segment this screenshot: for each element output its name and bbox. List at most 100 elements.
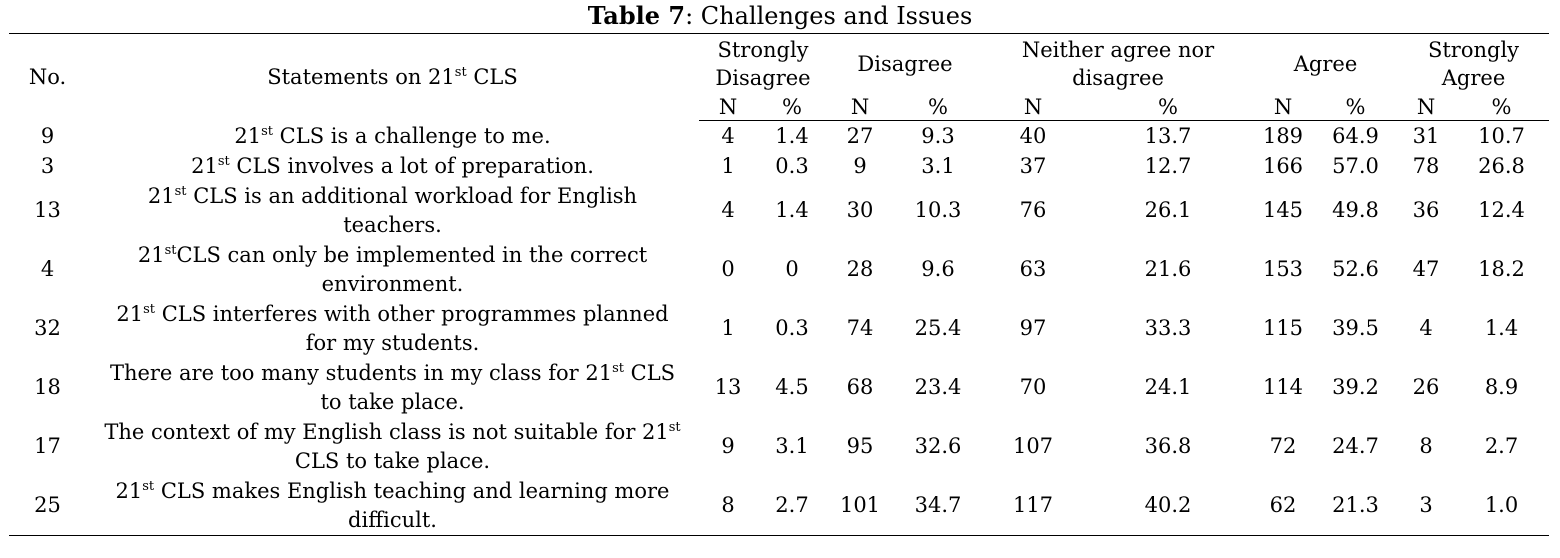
table-row: 9 21st CLS is a challenge to me. 4 1.4 27 9.3…	[9, 121, 1549, 152]
cell-count: 40	[1019, 124, 1047, 148]
table-caption-label: Table 7	[587, 1, 686, 30]
cell-percent: 9.3	[921, 124, 955, 148]
cell-percent: 10.3	[914, 198, 962, 222]
cell-count: 28	[846, 257, 874, 281]
statement-text: CLS interferes with other programmes pla…	[155, 301, 669, 326]
cell-count: 76	[1019, 198, 1047, 222]
header-neither: Neither agree nor disagree	[983, 33, 1253, 94]
cell-percent: 9.6	[921, 257, 955, 281]
cell-percent: 4.5	[775, 375, 809, 399]
cell-no: 4	[40, 257, 55, 281]
cell-count: 115	[1262, 316, 1304, 340]
subheader-percent: %	[893, 94, 983, 121]
cell-percent: 21.6	[1144, 257, 1192, 281]
cell-count: 37	[1019, 154, 1047, 178]
statement-text: CLS is an additional workload for Englis…	[186, 183, 638, 208]
statement-text: CLS involves a lot of preparation.	[229, 154, 594, 178]
header-no: No.	[9, 33, 86, 121]
subheader-n: N	[699, 94, 757, 121]
cell-percent: 39.2	[1332, 375, 1379, 399]
cell-count: 63	[1019, 257, 1047, 281]
cell-count: 4	[1419, 316, 1433, 340]
subheader-percent: %	[757, 94, 827, 121]
statement-superscript-end: st	[612, 360, 624, 376]
statement-text-line2: to take place.	[320, 389, 465, 414]
cell-count: 13	[714, 375, 742, 399]
cell-percent: 26.8	[1478, 154, 1525, 178]
cell-statement: 21st CLS is an additional workload for E…	[86, 181, 699, 240]
cell-count: 9	[721, 434, 735, 458]
table-row: 18 There are too many students in my clas…	[9, 358, 1549, 417]
cell-statement: 21stCLS can only be implemented in the c…	[86, 240, 699, 299]
statement-superscript: st	[174, 183, 187, 199]
cell-count: 70	[1019, 375, 1047, 399]
cell-percent: 12.7	[1144, 154, 1192, 178]
header-strongly-disagree: Strongly Disagree	[699, 33, 827, 94]
cell-count: 74	[846, 316, 874, 340]
cell-percent: 2.7	[757, 476, 827, 536]
statement-prefix: 21	[116, 301, 144, 326]
table-row: 17 The context of my English class is not…	[9, 417, 1549, 476]
cell-percent: 36.8	[1144, 434, 1192, 458]
cell-percent: 1.0	[1454, 476, 1550, 536]
cell-no: 25	[9, 476, 86, 536]
cell-percent: 24.7	[1332, 434, 1379, 458]
cell-percent: 18.2	[1478, 257, 1525, 281]
statement-prefix: 21	[115, 478, 143, 503]
statement-prefix: 21	[137, 242, 165, 267]
cell-percent: 1.4	[775, 124, 809, 148]
statement-text-line2: for my students.	[305, 330, 480, 355]
cell-percent: 3.1	[921, 154, 955, 178]
cell-percent: 13.7	[1144, 124, 1192, 148]
table-caption: Table 7: Challenges and Issues	[0, 1, 1560, 31]
statement-superscript: st	[164, 242, 177, 258]
cell-percent: 25.4	[914, 316, 962, 340]
subheader-percent: %	[1454, 94, 1550, 121]
table-row: 32 21st CLS interferes with other program…	[9, 299, 1549, 358]
statement-superscript: st	[143, 301, 156, 317]
cell-count: 189	[1262, 124, 1304, 148]
cell-no: 9	[40, 123, 55, 148]
cell-percent: 49.8	[1332, 198, 1379, 222]
subheader-n: N	[1253, 94, 1313, 121]
cell-percent: 1.4	[775, 198, 809, 222]
statement-superscript: st	[142, 478, 155, 494]
statement-text-line2: teachers.	[343, 212, 442, 237]
cell-no: 32	[34, 316, 61, 340]
challenges-table: No. Statements on 21st CLS Strongly Disag…	[9, 33, 1550, 536]
statement-prefix: 21	[234, 123, 262, 148]
statement-text-line2: environment.	[321, 271, 464, 296]
statement-text-line2: CLS to take place.	[294, 448, 491, 473]
statement-text-end: CLS	[623, 360, 676, 385]
cell-count: 1	[721, 154, 735, 178]
cell-count: 27	[846, 124, 874, 148]
cell-percent: 12.4	[1478, 198, 1525, 222]
subheader-n: N	[983, 94, 1083, 121]
cell-percent: 39.5	[1332, 316, 1379, 340]
subheader-n: N	[827, 94, 893, 121]
cell-count: 68	[846, 375, 874, 399]
cell-count: 9	[853, 154, 867, 178]
statement-text: CLS can only be implemented in the corre…	[176, 242, 648, 267]
cell-count: 3	[1398, 476, 1455, 536]
statement-prefix: 21	[147, 183, 175, 208]
header-disagree: Disagree	[827, 33, 983, 94]
subheader-percent: %	[1083, 94, 1253, 121]
statement-text: CLS is a challenge to me.	[273, 123, 551, 148]
table-caption-text: : Challenges and Issues	[685, 2, 973, 30]
cell-count: 78	[1412, 154, 1440, 178]
cell-count: 145	[1262, 198, 1304, 222]
table-row: 25 21st CLS makes English teaching and le…	[9, 476, 1550, 536]
subheader-n: N	[1398, 94, 1455, 121]
cell-count: 31	[1412, 124, 1440, 148]
statement-text-line2: difficult.	[348, 507, 437, 532]
cell-count: 1	[721, 316, 735, 340]
table-row: 3 21st CLS involves a lot of preparation.…	[9, 151, 1549, 181]
cell-percent: 64.9	[1332, 124, 1379, 148]
cell-count: 166	[1262, 154, 1304, 178]
statement-text: The context of my English class is not s…	[104, 419, 669, 444]
cell-percent: 21.3	[1313, 476, 1399, 536]
cell-percent: 40.2	[1083, 476, 1253, 536]
cell-statement: 21st CLS is a challenge to me.	[86, 121, 699, 152]
